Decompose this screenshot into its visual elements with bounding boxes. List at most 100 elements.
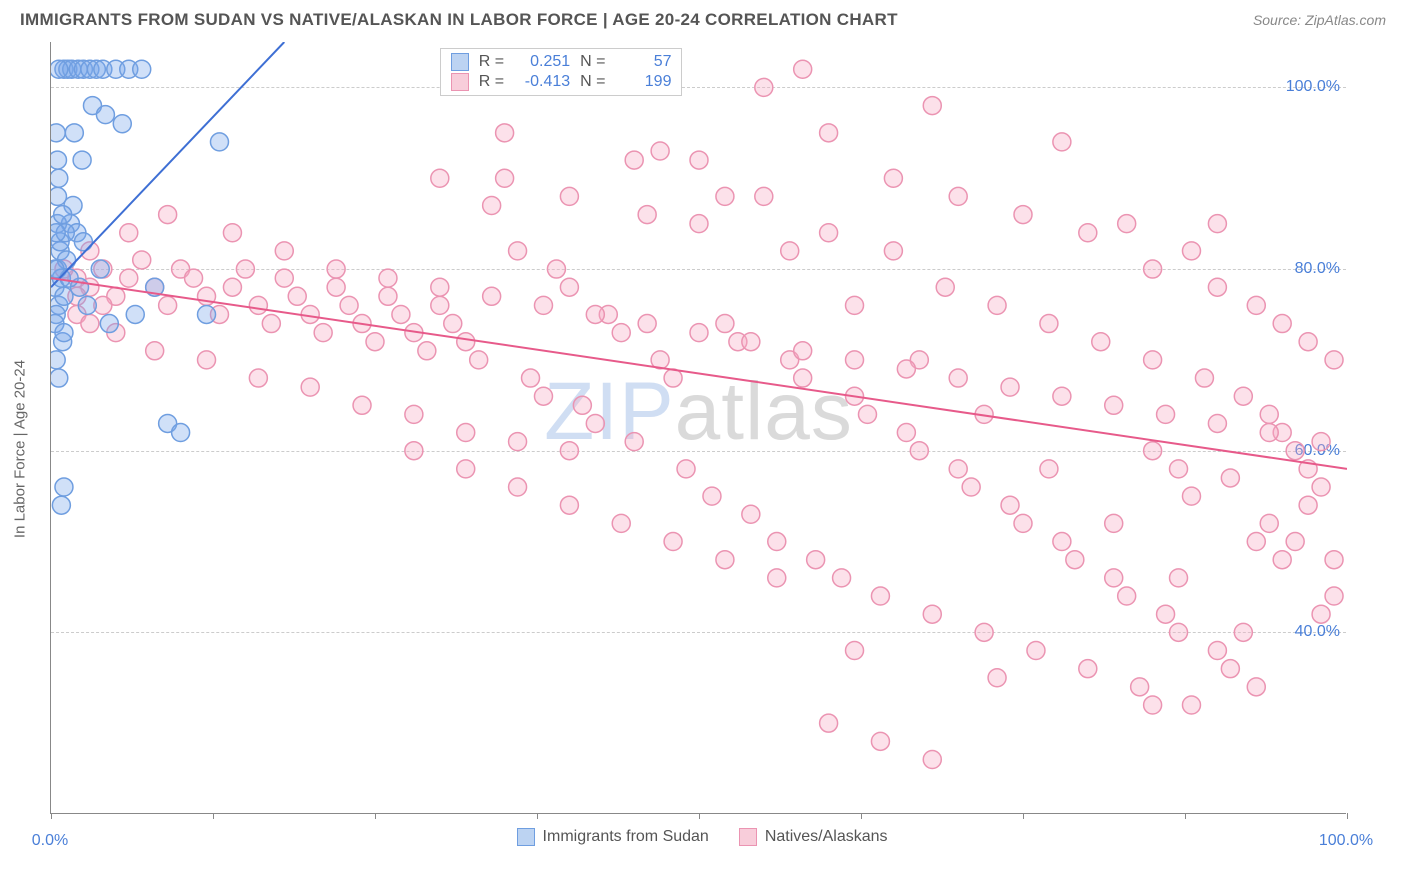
data-point bbox=[884, 169, 902, 187]
data-point bbox=[107, 324, 125, 342]
data-point bbox=[1299, 460, 1317, 478]
data-point bbox=[87, 60, 105, 78]
legend-swatch bbox=[451, 53, 469, 71]
data-point bbox=[96, 106, 114, 124]
data-point bbox=[1273, 424, 1291, 442]
data-point bbox=[65, 124, 83, 142]
data-point bbox=[988, 669, 1006, 687]
watermark-atlas: atlas bbox=[675, 366, 853, 457]
data-point bbox=[1182, 242, 1200, 260]
data-point bbox=[1053, 533, 1071, 551]
data-point bbox=[612, 514, 630, 532]
legend-item: Immigrants from Sudan bbox=[517, 828, 709, 846]
scatter-svg bbox=[51, 42, 1347, 814]
data-point bbox=[1247, 678, 1265, 696]
data-point bbox=[742, 333, 760, 351]
data-point bbox=[923, 751, 941, 769]
x-tick-label: 100.0% bbox=[1319, 832, 1373, 850]
x-tick bbox=[51, 813, 52, 819]
data-point bbox=[1157, 605, 1175, 623]
data-point bbox=[107, 287, 125, 305]
data-point bbox=[560, 187, 578, 205]
data-point bbox=[327, 278, 345, 296]
y-tick-label: 60.0% bbox=[1295, 442, 1340, 460]
data-point bbox=[1325, 351, 1343, 369]
data-point bbox=[794, 342, 812, 360]
data-point bbox=[74, 233, 92, 251]
data-point bbox=[73, 151, 91, 169]
data-point bbox=[1014, 514, 1032, 532]
data-point bbox=[405, 324, 423, 342]
data-point bbox=[781, 351, 799, 369]
data-point bbox=[560, 278, 578, 296]
legend-label: Immigrants from Sudan bbox=[543, 828, 709, 846]
data-point bbox=[51, 169, 68, 187]
data-point bbox=[51, 60, 68, 78]
n-label: N = bbox=[580, 73, 605, 91]
data-point bbox=[133, 60, 151, 78]
data-point bbox=[742, 505, 760, 523]
data-point bbox=[1079, 224, 1097, 242]
data-point bbox=[69, 60, 87, 78]
data-point bbox=[1273, 315, 1291, 333]
data-point bbox=[1001, 496, 1019, 514]
data-point bbox=[54, 206, 72, 224]
data-point bbox=[159, 206, 177, 224]
data-point bbox=[1325, 587, 1343, 605]
data-point bbox=[846, 351, 864, 369]
data-point bbox=[51, 233, 69, 251]
data-point bbox=[703, 487, 721, 505]
y-tick-label: 40.0% bbox=[1295, 623, 1340, 641]
data-point bbox=[1182, 696, 1200, 714]
data-point bbox=[949, 187, 967, 205]
x-tick bbox=[213, 813, 214, 819]
data-point bbox=[52, 496, 70, 514]
data-point bbox=[807, 551, 825, 569]
data-point bbox=[275, 242, 293, 260]
data-point bbox=[51, 224, 65, 242]
data-point bbox=[1027, 642, 1045, 660]
data-point bbox=[716, 551, 734, 569]
data-point bbox=[81, 278, 99, 296]
data-point bbox=[664, 369, 682, 387]
data-point bbox=[716, 315, 734, 333]
data-point bbox=[884, 242, 902, 260]
data-point bbox=[379, 287, 397, 305]
data-point bbox=[768, 569, 786, 587]
data-point bbox=[1053, 387, 1071, 405]
data-point bbox=[120, 224, 138, 242]
data-point bbox=[51, 351, 65, 369]
data-point bbox=[651, 351, 669, 369]
data-point bbox=[55, 60, 73, 78]
data-point bbox=[56, 224, 74, 242]
plot-area: ZIPatlas 40.0%60.0%80.0%100.0%R =0.251N … bbox=[50, 42, 1346, 814]
data-point bbox=[64, 196, 82, 214]
data-point bbox=[923, 605, 941, 623]
gridline bbox=[51, 87, 1346, 88]
data-point bbox=[871, 587, 889, 605]
data-point bbox=[1170, 460, 1188, 478]
data-point bbox=[61, 215, 79, 233]
data-point bbox=[1053, 133, 1071, 151]
gridline bbox=[51, 451, 1346, 452]
data-point bbox=[1092, 333, 1110, 351]
data-point bbox=[301, 305, 319, 323]
data-point bbox=[83, 97, 101, 115]
data-point bbox=[51, 296, 68, 314]
data-point bbox=[1144, 351, 1162, 369]
data-point bbox=[638, 206, 656, 224]
data-point bbox=[68, 287, 86, 305]
data-point bbox=[63, 60, 81, 78]
data-point bbox=[988, 296, 1006, 314]
data-point bbox=[509, 242, 527, 260]
data-point bbox=[975, 405, 993, 423]
watermark: ZIPatlas bbox=[544, 365, 853, 459]
data-point bbox=[833, 569, 851, 587]
data-point bbox=[1260, 405, 1278, 423]
data-point bbox=[94, 60, 112, 78]
data-point bbox=[729, 333, 747, 351]
data-point bbox=[625, 433, 643, 451]
data-point bbox=[612, 324, 630, 342]
data-point bbox=[1208, 642, 1226, 660]
data-point bbox=[690, 215, 708, 233]
